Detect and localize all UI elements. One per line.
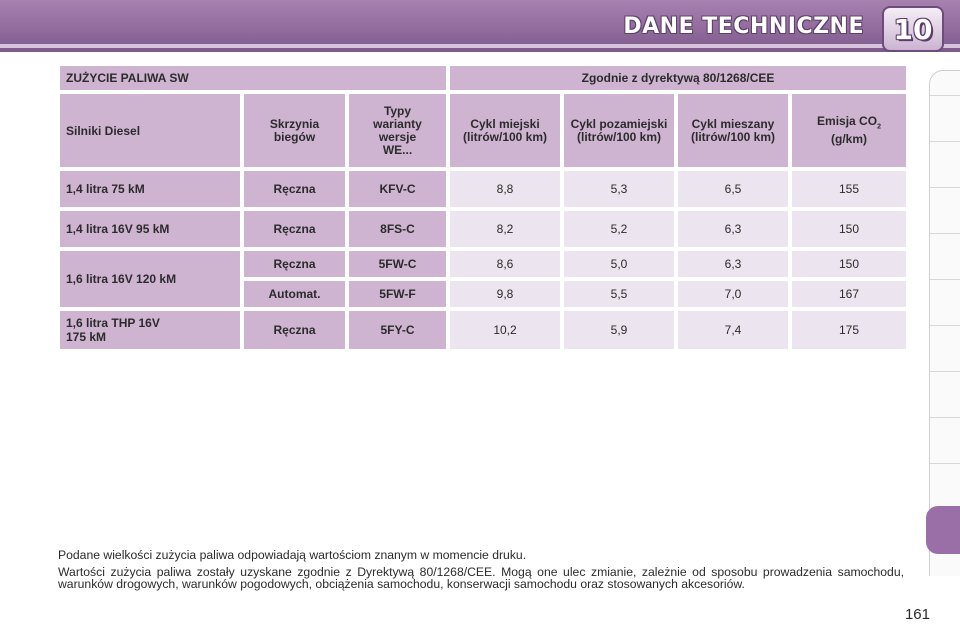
co2-cell: 175	[792, 311, 906, 349]
co2-subscript: 2	[877, 123, 881, 131]
combined-cell: 6,3	[678, 211, 788, 247]
co2-unit: (g/km)	[831, 132, 867, 147]
page-title: DANE TECHNICZNE	[623, 14, 864, 39]
tab-divider	[930, 95, 960, 96]
combined-cell: 7,4	[678, 311, 788, 349]
urban-cell: 8,8	[450, 171, 560, 207]
footnotes: Podane wielkości zużycia paliwa odpowiad…	[58, 549, 904, 595]
urban-cell: 8,6	[450, 251, 560, 277]
co2-cell: 167	[792, 281, 906, 307]
variant-cell: KFV-C	[349, 171, 446, 207]
variant-cell: 5FW-C	[349, 251, 446, 277]
urban-cell: 10,2	[450, 311, 560, 349]
co2-cell: 150	[792, 251, 906, 277]
table-row: 1,6 litra 16V 120 kM Ręczna 5FW-C 8,6 5,…	[60, 251, 906, 307]
table-title-left: ZUŻYCIE PALIWA SW	[60, 66, 446, 90]
gearbox-cell: Ręczna	[244, 171, 345, 207]
table-row: Automat. 5FW-F 9,8 5,5 7,0 167	[60, 281, 906, 307]
note-print-values: Podane wielkości zużycia paliwa odpowiad…	[58, 548, 527, 562]
header-banner	[0, 0, 960, 52]
tab-divider	[930, 141, 960, 142]
fuel-consumption-table: ZUŻYCIE PALIWA SW Zgodnie z dyrektywą 80…	[56, 62, 910, 353]
tab-divider	[930, 371, 960, 372]
co2-cell: 155	[792, 171, 906, 207]
column-header-engines: Silniki Diesel	[60, 94, 240, 167]
combined-cell: 7,0	[678, 281, 788, 307]
chapter-badge: 10	[882, 6, 944, 52]
engine-cell: 1,6 litra THP 16V 175 kM	[60, 311, 240, 349]
engine-cell: 1,4 litra 75 kM	[60, 171, 240, 207]
extra-urban-cell: 5,9	[564, 311, 674, 349]
tab-divider	[930, 463, 960, 464]
table-row: 1,4 litra 75 kM Ręczna KFV-C 8,8 5,3 6,5…	[60, 171, 906, 207]
column-header-extra-urban: Cykl pozamiejski (litrów/100 km)	[564, 94, 674, 167]
urban-cell: 8,2	[450, 211, 560, 247]
section-tab-strip	[929, 70, 960, 576]
variant-cell: 5FY-C	[349, 311, 446, 349]
urban-cell: 9,8	[450, 281, 560, 307]
gearbox-cell: Ręczna	[244, 251, 345, 277]
engine-cell: 1,4 litra 16V 95 kM	[60, 211, 240, 247]
column-header-gearbox: Skrzynia biegów	[244, 94, 345, 167]
tab-divider	[930, 279, 960, 280]
co2-cell: 150	[792, 211, 906, 247]
column-header-combined: Cykl mieszany (litrów/100 km)	[678, 94, 788, 167]
variant-cell: 5FW-F	[349, 281, 446, 307]
combined-cell: 6,5	[678, 171, 788, 207]
column-header-urban: Cykl miejski (litrów/100 km)	[450, 94, 560, 167]
active-chapter-tab[interactable]	[926, 506, 960, 554]
tab-divider	[930, 417, 960, 418]
extra-urban-cell: 5,3	[564, 171, 674, 207]
table-row: 1,6 litra THP 16V 175 kM Ręczna 5FY-C 10…	[60, 311, 906, 349]
page-number: 161	[904, 606, 930, 623]
column-header-co2: Emisja CO2 (g/km)	[792, 94, 906, 167]
tab-divider	[930, 325, 960, 326]
gearbox-cell: Automat.	[244, 281, 345, 307]
note-directive: Wartości zużycia paliwa zostały uzyskane…	[58, 564, 904, 591]
column-header-variants: Typy warianty wersje WE...	[349, 94, 446, 167]
gearbox-cell: Ręczna	[244, 211, 345, 247]
extra-urban-cell: 5,5	[564, 281, 674, 307]
co2-label: Emisja CO	[817, 113, 878, 128]
variant-cell: 8FS-C	[349, 211, 446, 247]
engine-cell: 1,6 litra 16V 120 kM	[60, 251, 240, 307]
gearbox-cell: Ręczna	[244, 311, 345, 349]
extra-urban-cell: 5,2	[564, 211, 674, 247]
tab-divider	[930, 233, 960, 234]
table-row: 1,4 litra 16V 95 kM Ręczna 8FS-C 8,2 5,2…	[60, 211, 906, 247]
header-divider	[0, 44, 960, 48]
table-title-right: Zgodnie z dyrektywą 80/1268/CEE	[450, 66, 906, 90]
combined-cell: 6,3	[678, 251, 788, 277]
tab-divider	[930, 187, 960, 188]
extra-urban-cell: 5,0	[564, 251, 674, 277]
